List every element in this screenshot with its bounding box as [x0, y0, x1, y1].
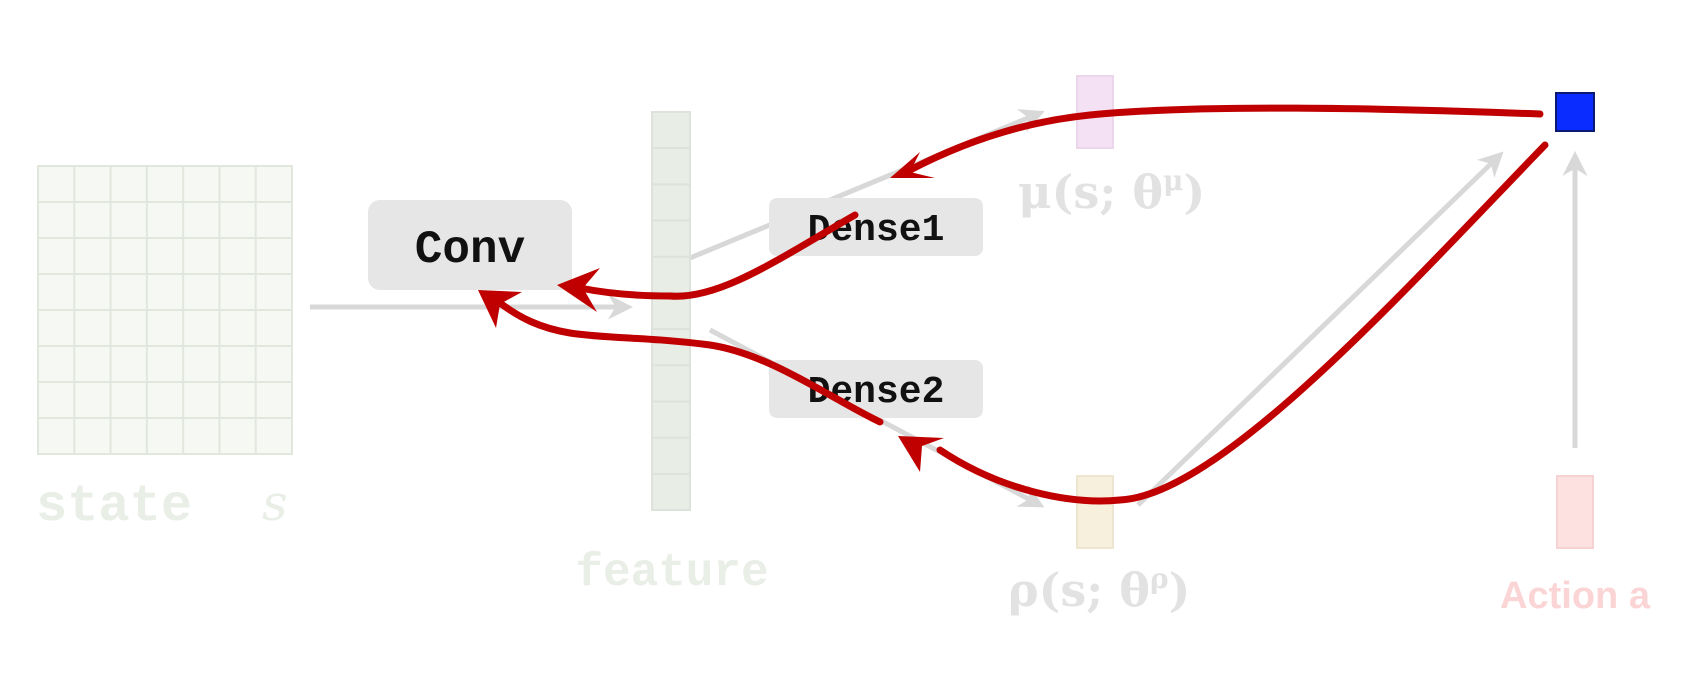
conv-label: Conv	[415, 224, 525, 276]
action-cell	[1556, 475, 1594, 549]
backprop-arrowheads	[478, 152, 944, 472]
rho-output-cell	[1076, 475, 1114, 549]
action-label: Action a	[1500, 575, 1651, 617]
backprop-dense2-to-conv	[496, 299, 884, 426]
state-variable: s	[262, 474, 288, 532]
dense2-box	[769, 360, 983, 418]
rho-label: ρ(s; θρ)	[1008, 562, 1190, 617]
feature-label: feature	[575, 547, 768, 599]
dense1-box	[769, 198, 983, 256]
conv-box	[368, 200, 572, 290]
arrowhead-dense1	[890, 152, 935, 178]
backprop-output-to-dense2	[936, 141, 1549, 505]
feature-vector	[651, 111, 691, 511]
backprop-dense1-to-conv	[576, 211, 859, 300]
output-node	[1555, 92, 1595, 132]
state-label: state	[36, 477, 192, 536]
backprop-output-to-dense1	[906, 104, 1544, 174]
mu-label: μ(s; θμ)	[1018, 164, 1205, 219]
arrowhead-dense2	[898, 436, 944, 472]
backprop-arrows	[496, 104, 1549, 505]
state-grid	[37, 165, 293, 455]
rho-to-output-arrow	[1136, 151, 1504, 507]
arrowhead-conv-upper	[557, 268, 600, 312]
arrowhead-conv-lower	[478, 290, 522, 328]
